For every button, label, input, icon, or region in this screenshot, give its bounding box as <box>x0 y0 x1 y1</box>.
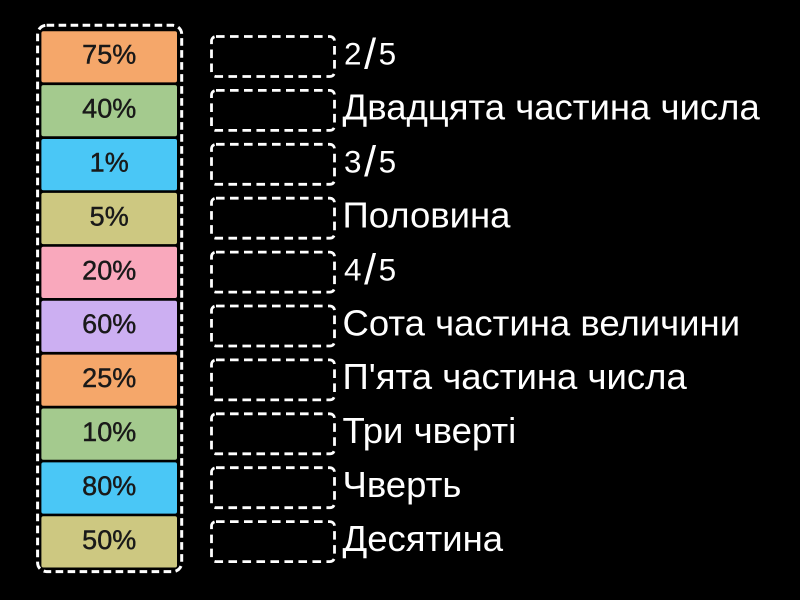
svg-text:3/5: 3/5 <box>344 138 399 186</box>
svg-text:Три чверті: Три чверті <box>343 410 517 451</box>
svg-text:Десятина: Десятина <box>343 518 504 559</box>
svg-text:75%: 75% <box>82 40 136 70</box>
svg-text:Сота частина величини: Сота частина величини <box>343 302 741 343</box>
svg-text:50%: 50% <box>82 525 136 555</box>
svg-text:1%: 1% <box>90 148 129 178</box>
svg-text:Двадцята частина числа: Двадцята частина числа <box>343 87 761 128</box>
svg-text:60%: 60% <box>82 309 136 339</box>
svg-text:40%: 40% <box>82 94 136 124</box>
svg-text:25%: 25% <box>82 363 136 393</box>
svg-text:5%: 5% <box>90 201 129 231</box>
svg-text:П'ята частина числа: П'ята частина числа <box>343 356 688 397</box>
svg-text:2/5: 2/5 <box>344 30 399 78</box>
svg-text:Чверть: Чверть <box>343 464 462 505</box>
svg-text:10%: 10% <box>82 417 136 447</box>
svg-text:Половина: Половина <box>343 195 512 236</box>
svg-text:80%: 80% <box>82 471 136 501</box>
svg-text:4/5: 4/5 <box>344 246 399 294</box>
svg-text:20%: 20% <box>82 255 136 285</box>
